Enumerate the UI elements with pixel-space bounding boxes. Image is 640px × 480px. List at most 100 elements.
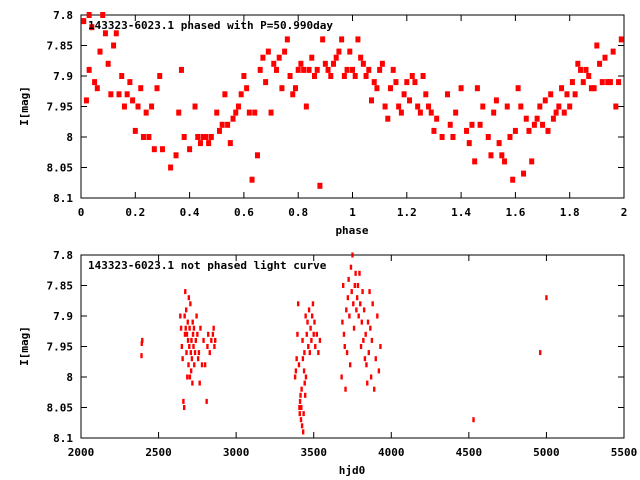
data-point — [355, 36, 361, 43]
data-point — [404, 79, 410, 86]
data-point — [534, 115, 540, 122]
data-point — [613, 103, 619, 110]
data-point — [363, 356, 367, 362]
data-point — [317, 182, 323, 189]
data-point — [412, 79, 418, 86]
chart-not-phased: 7.8 7.85 7.9 7.95 8 8.05 8.1 2000 2500 3000 3500 4… — [18, 249, 637, 477]
data-point — [466, 140, 472, 147]
data-point — [352, 301, 355, 307]
data-point — [366, 319, 370, 325]
data-point — [356, 283, 360, 288]
data-point — [358, 270, 361, 276]
data-point — [393, 79, 399, 86]
y-tick-label: 7.8 — [53, 249, 73, 262]
data-point — [182, 405, 186, 410]
data-point — [191, 331, 195, 337]
data-point — [594, 42, 600, 49]
data-point — [193, 350, 197, 356]
data-point — [196, 331, 199, 337]
y-axis-ticks: 7.8 7.85 7.9 7.95 8 8.05 8.1 — [47, 249, 624, 445]
data-point — [298, 411, 301, 417]
data-point — [330, 60, 336, 67]
data-point — [308, 350, 312, 356]
data-point — [235, 103, 241, 110]
y-tick-label: 7.85 — [47, 280, 74, 293]
data-point — [426, 103, 432, 110]
data-point — [374, 85, 380, 92]
data-point — [315, 331, 319, 337]
data-point — [301, 356, 305, 362]
data-point — [377, 368, 381, 374]
data-point — [344, 66, 350, 73]
y-tick-label: 7.95 — [47, 341, 74, 354]
data-point — [233, 109, 239, 116]
x-tick-label: 4000 — [378, 446, 405, 459]
data-point — [199, 325, 202, 331]
data-point — [296, 331, 299, 337]
data-point — [360, 319, 364, 325]
data-point — [347, 48, 353, 55]
x-tick-label: 4500 — [456, 446, 483, 459]
data-point — [591, 85, 597, 92]
data-point — [191, 380, 194, 386]
data-point — [302, 411, 305, 417]
data-point — [398, 109, 404, 116]
y-tick-label: 8 — [66, 131, 73, 144]
data-point — [325, 66, 331, 73]
data-point — [363, 73, 369, 79]
data-point — [409, 73, 415, 79]
data-point — [352, 73, 358, 79]
data-point — [445, 91, 451, 98]
data-point — [586, 73, 592, 79]
data-point — [300, 423, 304, 429]
data-point — [502, 158, 508, 165]
data-point — [184, 307, 188, 313]
data-point — [529, 158, 535, 165]
data-point — [189, 350, 193, 356]
x-tick-label: 1.8 — [560, 206, 580, 219]
data-point — [132, 127, 138, 134]
data-point — [252, 109, 258, 116]
x-tick-label: 1 — [349, 206, 356, 219]
data-point — [597, 60, 603, 67]
data-point — [314, 344, 317, 349]
data-point — [297, 301, 300, 307]
data-point — [561, 109, 567, 116]
data-point — [431, 127, 437, 134]
data-point — [135, 103, 141, 110]
data-point — [423, 91, 429, 98]
data-point — [200, 362, 204, 368]
data-point — [299, 417, 303, 423]
data-point — [365, 362, 368, 368]
data-point — [159, 146, 165, 153]
data-point — [450, 134, 456, 140]
data-point — [347, 276, 350, 282]
data-point — [249, 176, 255, 183]
data-point — [504, 103, 510, 110]
data-point — [545, 295, 548, 301]
data-point — [341, 73, 347, 79]
data-point — [362, 307, 366, 313]
x-tick-label: 2000 — [68, 446, 95, 459]
data-point — [210, 337, 213, 343]
data-point — [360, 60, 366, 67]
data-point — [344, 386, 347, 392]
data-point — [599, 79, 605, 86]
data-point — [350, 66, 355, 73]
data-point — [507, 134, 513, 140]
data-point — [216, 127, 222, 134]
data-point — [531, 121, 537, 128]
data-point — [202, 337, 205, 343]
data-point — [208, 350, 211, 356]
data-point — [458, 85, 464, 92]
data-point — [190, 356, 194, 362]
x-tick-label: 5500 — [611, 446, 638, 459]
data-point — [523, 115, 529, 122]
data-point — [342, 331, 346, 337]
data-point — [396, 103, 402, 110]
data-point — [94, 85, 100, 92]
data-point — [192, 344, 195, 349]
data-points — [140, 252, 548, 435]
data-point — [434, 115, 440, 122]
data-point — [298, 60, 304, 67]
